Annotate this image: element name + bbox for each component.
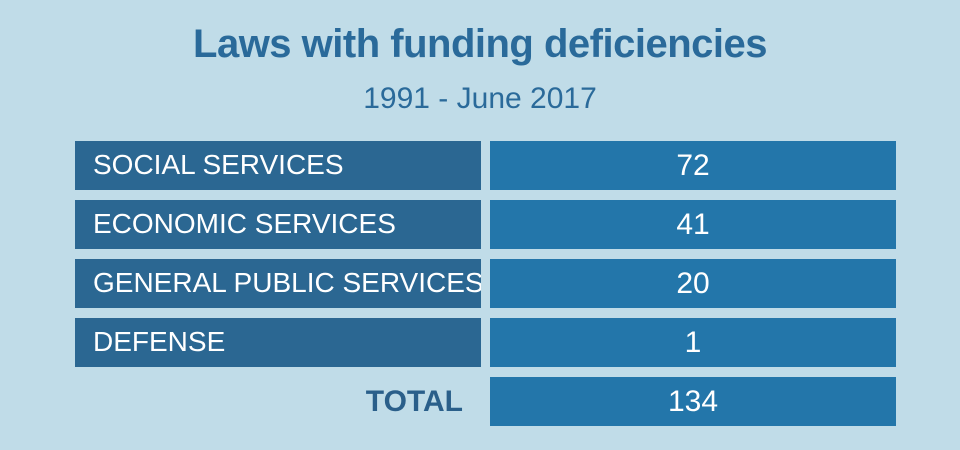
total-label: TOTAL (365, 385, 463, 418)
value-cell: 72 (490, 141, 896, 190)
table-row: GENERAL PUBLIC SERVICES 20 (75, 259, 896, 308)
value-cell: 20 (490, 259, 896, 308)
category-cell: DEFENSE (75, 318, 481, 367)
total-row: TOTAL 134 (75, 377, 896, 426)
total-value-cell: 134 (490, 377, 896, 426)
value-cell: 41 (490, 200, 896, 249)
chart-title: Laws with funding deficiencies (193, 22, 767, 66)
table-row: DEFENSE 1 (75, 318, 896, 367)
data-table: SOCIAL SERVICES 72 ECONOMIC SERVICES 41 … (75, 141, 896, 426)
chart-subtitle: 1991 - June 2017 (363, 82, 597, 115)
value-cell: 1 (490, 318, 896, 367)
category-cell: GENERAL PUBLIC SERVICES (75, 259, 481, 308)
category-cell: SOCIAL SERVICES (75, 141, 481, 190)
category-cell: ECONOMIC SERVICES (75, 200, 481, 249)
table-row: SOCIAL SERVICES 72 (75, 141, 896, 190)
table-row: ECONOMIC SERVICES 41 (75, 200, 896, 249)
